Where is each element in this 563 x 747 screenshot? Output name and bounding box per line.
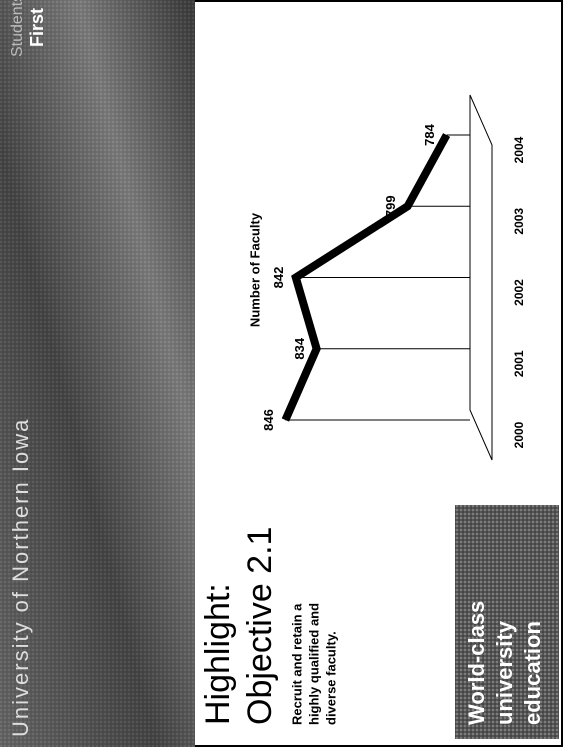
x-tick-label: 2002	[512, 279, 526, 306]
x-tick-label: 2000	[512, 421, 526, 448]
x-tick-label: 2003	[512, 208, 526, 235]
data-line	[281, 133, 451, 422]
logo-text: Students	[9, 0, 26, 57]
heading: Highlight:	[199, 583, 237, 725]
badge-text: university	[492, 620, 517, 725]
banner-title: University of Northern Iowa	[8, 418, 33, 737]
data-label: 834	[292, 337, 307, 359]
description: diverse faculty.	[323, 631, 338, 725]
chart-title: Number of Faculty	[247, 212, 262, 327]
x-tick-label: 2004	[512, 136, 526, 163]
data-label: 846	[261, 409, 276, 431]
logo-text: First	[27, 8, 47, 47]
description: Recruit and retain a	[289, 603, 304, 725]
data-label: 784	[422, 123, 437, 145]
heading: Objective 2.1	[241, 527, 279, 725]
x-tick-label: 2001	[512, 350, 526, 377]
data-label: 842	[271, 267, 286, 289]
badge-text: education	[520, 621, 545, 725]
badge-box	[455, 505, 559, 739]
banner-texture	[0, 0, 195, 747]
badge-text: World-class	[464, 601, 489, 725]
chart-floor	[469, 94, 493, 461]
description: highly qualified and	[306, 603, 321, 725]
